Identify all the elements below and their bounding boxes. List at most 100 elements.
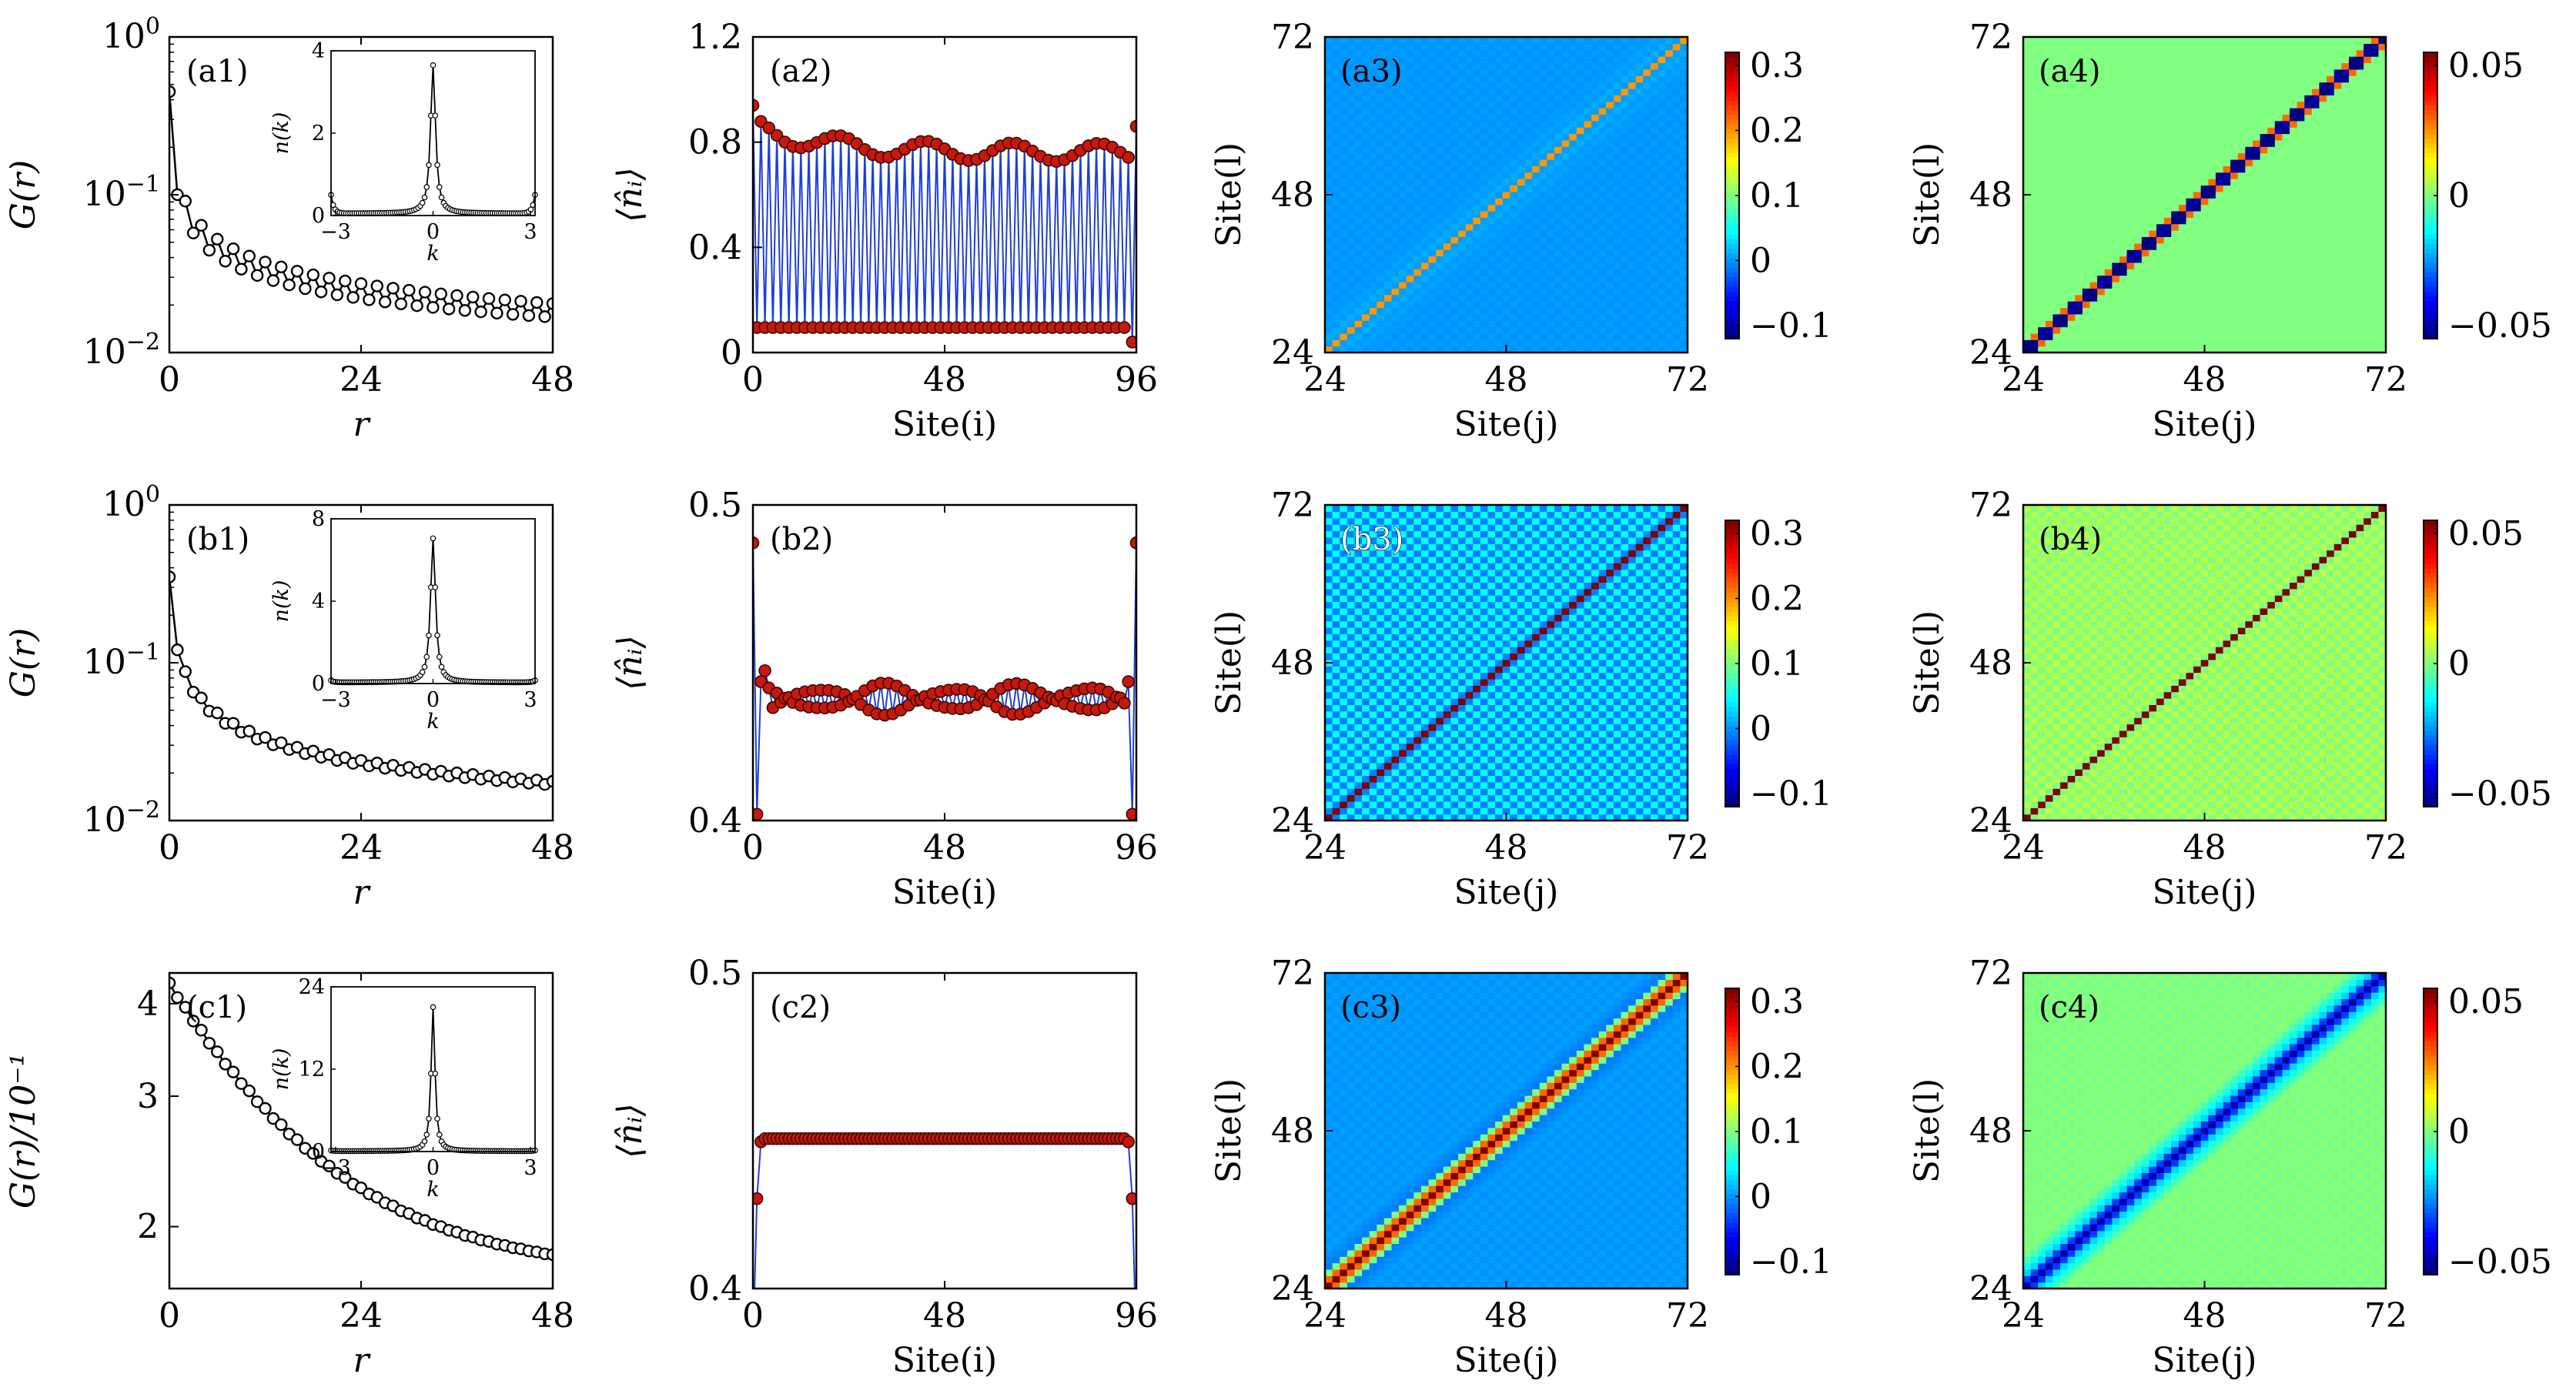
heatmap-cell [2083, 230, 2090, 237]
heatmap-cell [2052, 327, 2060, 334]
heatmap-cell [1665, 185, 1673, 192]
heatmap-cell [2171, 262, 2179, 269]
heatmap-cell [1562, 224, 1570, 231]
heatmap-cell [2038, 172, 2046, 179]
heatmap-cell [2186, 211, 2193, 218]
heatmap-cell [2023, 256, 2031, 262]
heatmap-cell [2304, 217, 2312, 224]
heatmap-cell [1577, 314, 1584, 321]
heatmap-cell [1370, 256, 1377, 262]
heatmap-cell [1569, 165, 1577, 172]
heatmap-cell [1584, 282, 1591, 289]
heatmap-cell [1665, 276, 1673, 282]
heatmap-cell [1466, 159, 1474, 166]
heatmap-cell [1436, 89, 1444, 95]
heatmap-cell [1614, 114, 1621, 121]
heatmap-cell [1362, 102, 1370, 109]
heatmap-cell [1562, 192, 1570, 199]
heatmap-cell [2164, 314, 2172, 321]
heatmap-cell [2023, 320, 2031, 327]
heatmap-cell [2319, 276, 2327, 282]
heatmap-cell [2068, 301, 2076, 308]
heatmap-cell [2127, 327, 2135, 334]
heatmap-cell [1347, 108, 1355, 115]
heatmap-cell [2075, 307, 2083, 314]
heatmap-cell [1658, 320, 1666, 327]
heatmap-cell [2245, 82, 2253, 89]
heatmap-cell [1480, 153, 1488, 160]
heatmap-cell [1554, 217, 1562, 224]
heatmap-cell [1362, 108, 1370, 115]
heatmap-cell [2097, 282, 2105, 289]
heatmap-cell [1377, 333, 1384, 340]
heatmap-cell [2260, 262, 2268, 269]
heatmap-cell [1399, 108, 1407, 115]
heatmap-cell [1554, 114, 1562, 121]
heatmap-cell [2142, 236, 2149, 243]
heatmap-cell [2075, 320, 2083, 327]
heatmap-cell [2193, 339, 2201, 346]
heatmap-cell [1547, 211, 1554, 218]
heatmap-cell [1362, 320, 1370, 327]
heatmap-cell [2312, 314, 2320, 321]
heatmap-cell [1407, 146, 1414, 153]
heatmap-cell [1658, 301, 1666, 308]
heatmap-cell [2364, 320, 2371, 327]
heatmap-cell [1503, 134, 1510, 141]
heatmap-cell [2038, 243, 2046, 250]
heatmap-cell [1577, 89, 1584, 95]
heatmap-cell [2223, 153, 2231, 160]
heatmap-cell [1421, 56, 1429, 63]
heatmap-cell [1665, 333, 1673, 340]
heatmap-cell [2275, 172, 2283, 179]
heatmap-cell [1510, 333, 1517, 340]
heatmap-cell [1413, 75, 1421, 82]
heatmap-cell [1606, 230, 1614, 237]
heatmap-cell [2201, 243, 2209, 250]
heatmap-cell [2290, 102, 2297, 109]
heatmap-cell [1540, 62, 1547, 69]
heatmap-cell [1584, 50, 1591, 57]
heatmap-cell [2267, 301, 2275, 308]
heatmap-cell [1370, 43, 1377, 50]
heatmap-cell [1510, 307, 1517, 314]
heatmap-cell [2097, 159, 2105, 166]
heatmap-cell [1495, 262, 1503, 269]
heatmap-cell [1562, 172, 1570, 179]
heatmap-cell [1673, 82, 1681, 89]
heatmap-cell [1392, 314, 1400, 321]
heatmap-cell [2142, 307, 2149, 314]
heatmap-cell [2275, 217, 2283, 224]
heatmap-cell [2083, 127, 2090, 134]
heatmap-cell [1392, 282, 1400, 289]
heatmap-cell [2038, 198, 2046, 205]
heatmap-cell [1628, 205, 1636, 212]
heatmap-cell [2297, 249, 2305, 256]
heatmap-cell [1547, 320, 1554, 327]
heatmap-cell [2112, 339, 2119, 346]
heatmap-cell [2142, 198, 2149, 205]
heatmap-cell [1584, 43, 1591, 50]
heatmap-cell [1562, 69, 1570, 76]
heatmap-cell [2031, 230, 2039, 237]
heatmap-cell [1436, 205, 1444, 212]
heatmap-cell [1377, 108, 1384, 115]
heatmap-cell [2223, 140, 2231, 147]
heatmap-cell [2267, 211, 2275, 218]
heatmap-cell [2253, 172, 2260, 179]
heatmap-cell [1421, 205, 1429, 212]
heatmap-cell [2245, 140, 2253, 147]
heatmap-cell [2038, 159, 2046, 166]
heatmap-cell [1643, 121, 1651, 128]
heatmap-cell [1436, 179, 1444, 186]
heatmap-cell [2127, 172, 2135, 179]
heatmap-cell [2341, 262, 2349, 269]
heatmap-cell [1665, 82, 1673, 89]
heatmap-cell [2193, 288, 2201, 295]
heatmap-cell [1584, 75, 1591, 82]
heatmap-cell [1577, 256, 1584, 262]
heatmap-cell [2371, 282, 2379, 289]
heatmap-cell [1340, 127, 1347, 134]
heatmap-cell [1421, 339, 1429, 346]
heatmap-cell [2201, 140, 2209, 147]
